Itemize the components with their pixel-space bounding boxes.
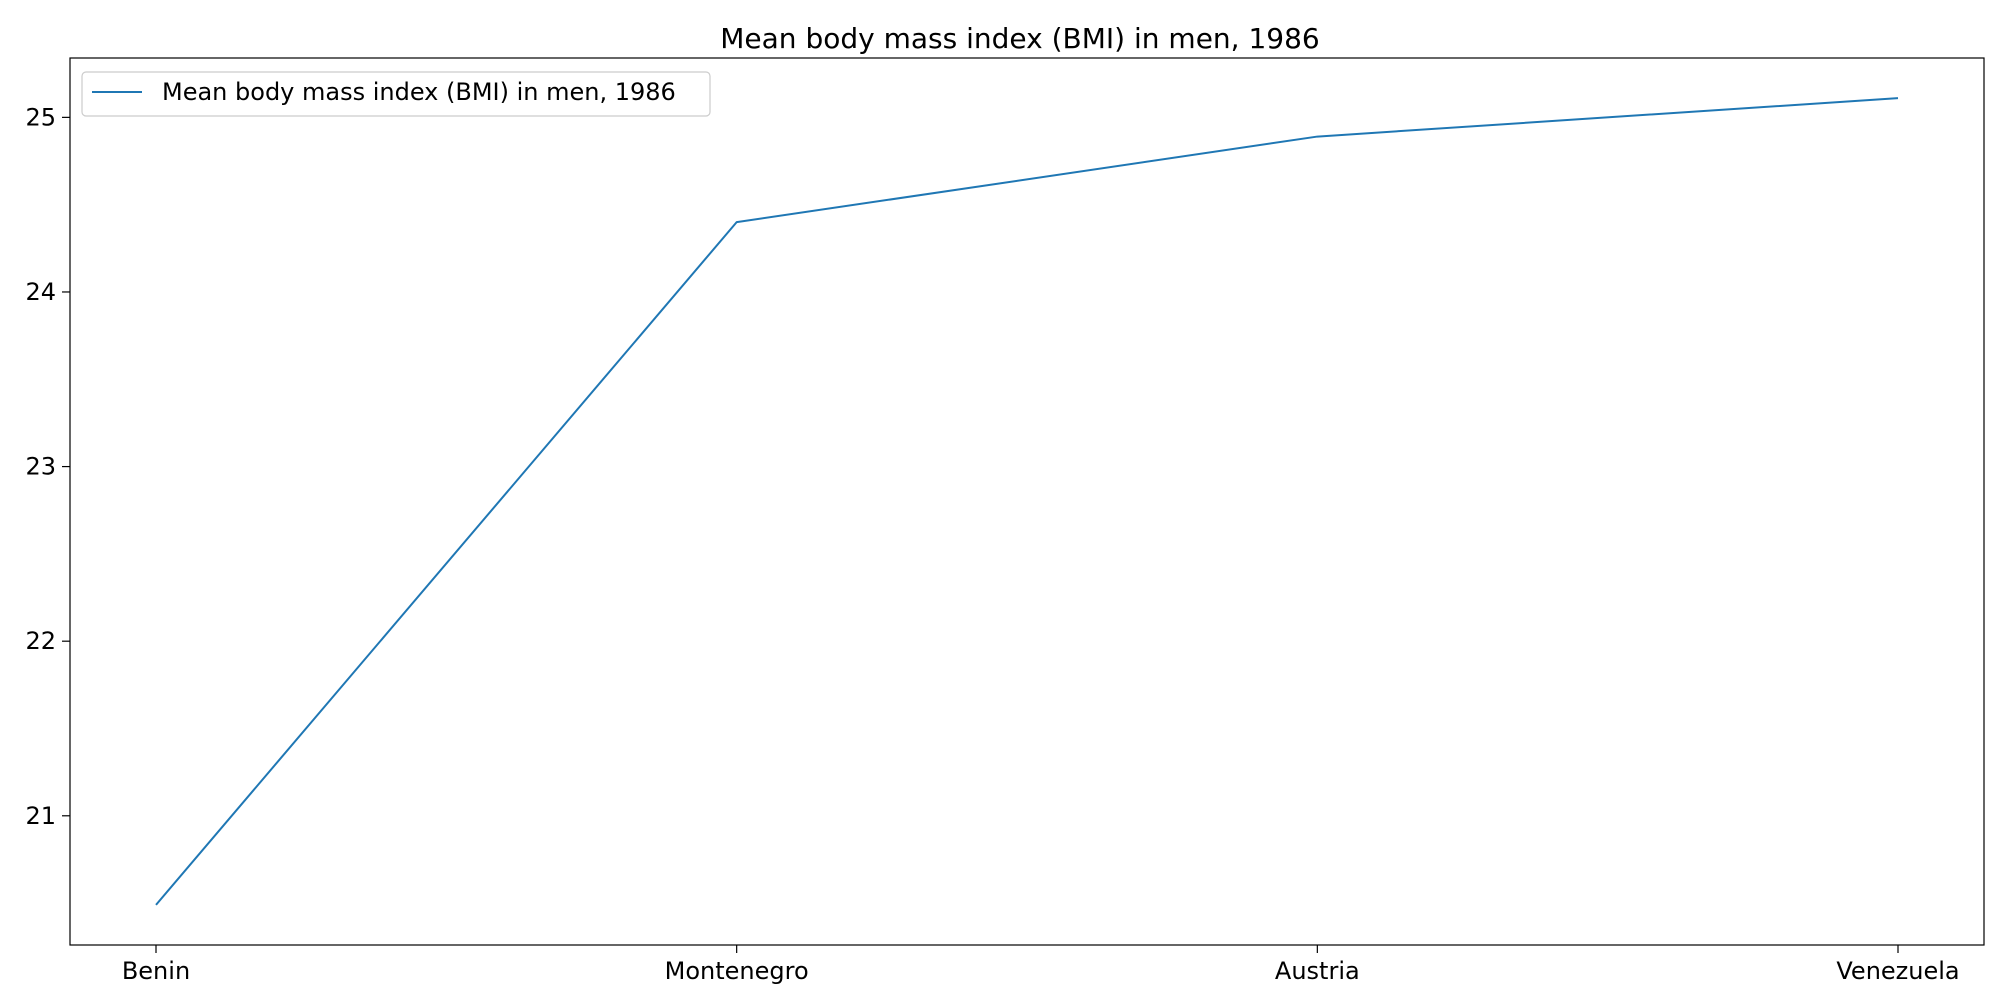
chart-title: Mean body mass index (BMI) in men, 1986 [720,22,1319,55]
x-axis: Benin Montenegro Austria Venezuela [122,945,1960,985]
y-tick-label: 24 [25,278,56,306]
legend-box [81,71,711,117]
plot-area: 21 22 23 24 25 Benin Montenegro Austria Venezue… [25,57,1985,985]
x-tick-label: Benin [122,957,190,985]
y-axis: 21 22 23 24 25 [25,103,70,830]
y-tick-label: 25 [25,103,56,131]
axes-frame [69,57,1985,946]
series-line [155,97,1899,906]
series-layer [155,97,1899,906]
y-tick-label: 22 [25,627,56,655]
x-tick-label: Austria [1275,957,1360,985]
y-tick-label: 23 [25,453,56,481]
legend-label: Mean body mass index (BMI) in men, 1986 [162,78,676,106]
legend: Mean body mass index (BMI) in men, 1986 [81,71,711,117]
y-tick-label: 21 [25,802,56,830]
x-tick-label: Venezuela [1836,957,1959,985]
x-tick-label: Montenegro [665,957,809,985]
